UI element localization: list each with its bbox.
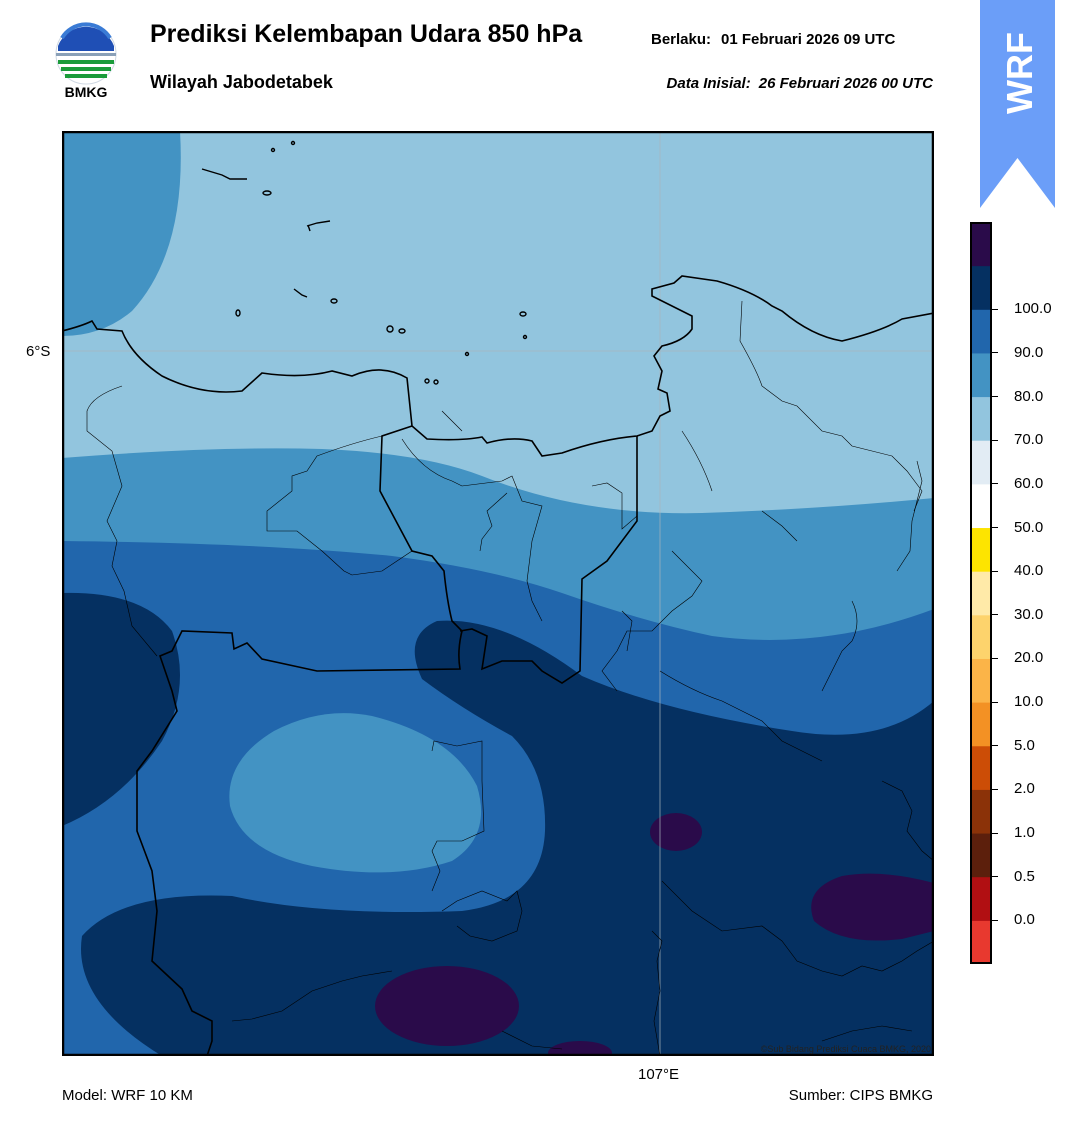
longitude-label: 107°E bbox=[638, 1066, 680, 1083]
colorbar-tick-mark bbox=[992, 788, 998, 790]
wrf-badge-text: WRF bbox=[999, 32, 1040, 114]
colorbar-tick-mark bbox=[992, 308, 998, 310]
colorbar-segment bbox=[970, 571, 992, 616]
colorbar-segment bbox=[970, 309, 992, 354]
thousand-islands bbox=[201, 140, 528, 385]
valid-value: 01 Februari 2026 09 UTC bbox=[721, 31, 896, 48]
colorbar-tick-mark bbox=[992, 396, 998, 398]
colorbar-tick-mark bbox=[992, 919, 998, 921]
contour-90-100-west bbox=[62, 592, 180, 826]
initial-time: Data Inisial: 26 Februari 2026 00 UTC bbox=[667, 75, 933, 92]
colorbar-tick-mark bbox=[992, 832, 998, 834]
colorbar-tick-label: 5.0 bbox=[1014, 736, 1035, 754]
colorbar-tick-label: 70.0 bbox=[1014, 431, 1044, 449]
colorbar-segment bbox=[970, 745, 992, 790]
colorbar-segment bbox=[970, 396, 992, 441]
colorbar-tick-mark bbox=[992, 876, 998, 878]
colorbar-segment bbox=[970, 265, 992, 310]
page-title: Prediksi Kelembapan Udara 850 hPa bbox=[150, 20, 583, 48]
colorbar-tick-label: 40.0 bbox=[1014, 562, 1044, 580]
model-info: Model: WRF 10 KM bbox=[62, 1087, 193, 1104]
coastline bbox=[62, 275, 934, 457]
wrf-badge: WRF bbox=[980, 0, 1055, 208]
initial-label: Data Inisial: bbox=[666, 75, 751, 92]
colorbar-tick-mark bbox=[992, 701, 998, 703]
colorbar-segment bbox=[970, 876, 992, 921]
colorbar-tick-mark bbox=[992, 657, 998, 659]
colorbar-segment bbox=[970, 222, 992, 267]
colorbar-segment bbox=[970, 658, 992, 703]
source-info: Sumber: CIPS BMKG bbox=[788, 1087, 933, 1104]
colorbar bbox=[970, 222, 992, 964]
colorbar-tick-label: 50.0 bbox=[1014, 518, 1044, 536]
logo-text: BMKG bbox=[64, 84, 108, 100]
colorbar-tick-label: 90.0 bbox=[1014, 343, 1044, 361]
colorbar-tick-mark bbox=[992, 614, 998, 616]
colorbar-segment bbox=[970, 920, 992, 964]
colorbar-tick-label: 2.0 bbox=[1014, 780, 1035, 798]
humidity-map bbox=[62, 131, 934, 1056]
colorbar-segment bbox=[970, 527, 992, 572]
colorbar-tick-label: 1.0 bbox=[1014, 824, 1035, 842]
colorbar-tick-label: 100.0 bbox=[1014, 300, 1052, 318]
copyright-note: ©Sub Bidang Prediksi Cuaca BMKG, 2020 bbox=[760, 1044, 931, 1054]
latitude-label: 6°S bbox=[26, 343, 51, 360]
colorbar-tick-label: 0.0 bbox=[1014, 911, 1035, 929]
colorbar-tick-label: 0.5 bbox=[1014, 867, 1035, 885]
map-frame bbox=[62, 131, 934, 1056]
colorbar-segment bbox=[970, 789, 992, 834]
colorbar-segment bbox=[970, 483, 992, 529]
colorbar-tick-label: 80.0 bbox=[1014, 387, 1044, 405]
colorbar-tick-label: 60.0 bbox=[1014, 474, 1044, 492]
colorbar-tick-mark bbox=[992, 745, 998, 747]
colorbar-segment bbox=[970, 833, 992, 878]
region-subtitle: Wilayah Jabodetabek bbox=[150, 72, 333, 92]
contour-gt100-east bbox=[811, 873, 934, 941]
contour-gt100-south-edge bbox=[548, 1041, 612, 1056]
regency-borders bbox=[86, 300, 934, 1056]
colorbar-tick-mark bbox=[992, 527, 998, 529]
colorbar-tick-mark bbox=[992, 570, 998, 572]
colorbar-segment bbox=[970, 440, 992, 485]
initial-value: 26 Februari 2026 00 UTC bbox=[758, 75, 933, 92]
colorbar-segment bbox=[970, 614, 992, 659]
colorbar-tick-label: 20.0 bbox=[1014, 649, 1044, 667]
valid-time: Berlaku: 01 Februari 2026 09 UTC bbox=[651, 31, 895, 48]
colorbar-tick-label: 10.0 bbox=[1014, 693, 1044, 711]
colorbar-tick-mark bbox=[992, 439, 998, 441]
colorbar-tick-label: 30.0 bbox=[1014, 605, 1044, 623]
contour-gt100-center bbox=[650, 813, 702, 851]
province-border bbox=[136, 425, 463, 1056]
contour-70-80-central bbox=[229, 713, 482, 873]
contour-70-80-northwest bbox=[62, 131, 181, 336]
colorbar-tick-mark bbox=[992, 483, 998, 485]
colorbar-frame bbox=[970, 222, 992, 964]
colorbar-segment bbox=[970, 702, 992, 747]
bmkg-logo-icon bbox=[55, 22, 117, 85]
colorbar-segment bbox=[970, 352, 992, 398]
contour-90-100-main bbox=[81, 620, 934, 1056]
contour-gt100-south bbox=[375, 966, 519, 1046]
province-border-east bbox=[459, 436, 638, 684]
colorbar-tick-mark bbox=[992, 352, 998, 354]
valid-label: Berlaku: bbox=[651, 31, 712, 48]
